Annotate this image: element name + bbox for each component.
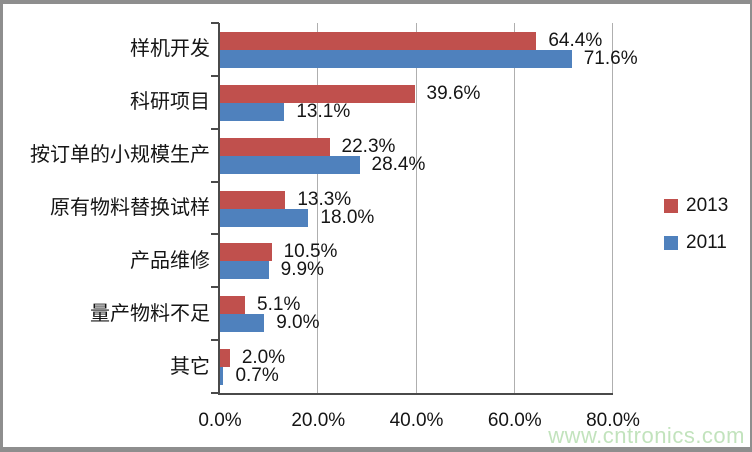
bar-2011 — [220, 367, 224, 386]
bar-value-label: 18.0% — [320, 206, 375, 228]
axis-tick — [211, 180, 219, 183]
bar-2011 — [220, 208, 309, 227]
bar-value-label: 10.5% — [283, 241, 338, 263]
legend-swatch — [664, 236, 678, 250]
legend-swatch — [664, 199, 678, 213]
bar-value-label: 13.1% — [296, 100, 351, 122]
category-label: 样机开发 — [130, 38, 210, 61]
axis-tick — [211, 127, 219, 130]
x-tick-label: 80.0% — [586, 410, 640, 431]
bar-2013 — [220, 349, 230, 368]
axis-tick — [211, 392, 219, 394]
category-label: 按订单的小规模生产 — [30, 144, 210, 167]
axis-tick — [211, 286, 219, 289]
category-label: 量产物料不足 — [90, 302, 210, 325]
gridline — [317, 23, 319, 393]
bar-2013 — [220, 296, 246, 315]
bar-value-label: 39.6% — [426, 82, 481, 104]
frame-border-right — [750, 0, 752, 452]
bar-2011 — [220, 50, 572, 68]
category-label: 其它 — [170, 355, 210, 378]
x-tick-label: 40.0% — [389, 410, 444, 431]
legend-item: 2013 — [664, 195, 729, 216]
bar-value-label: 0.7% — [235, 365, 279, 387]
legend-label: 2013 — [686, 195, 729, 216]
bar-2011 — [220, 155, 360, 174]
bar-2013 — [220, 84, 415, 103]
bar-value-label: 2.0% — [241, 347, 286, 369]
x-axis-line — [218, 393, 613, 395]
frame-border-top — [0, 0, 752, 4]
y-axis-line — [218, 23, 220, 395]
bar-value-label: 13.3% — [297, 188, 352, 210]
bar-value-label: 5.1% — [257, 294, 301, 316]
bar-value-label: 9.9% — [280, 259, 324, 281]
frame-border-bottom — [0, 447, 752, 452]
bar-2011 — [220, 261, 269, 280]
x-tick-label: 60.0% — [487, 410, 542, 431]
axis-tick — [211, 339, 219, 342]
bar-2013 — [220, 32, 537, 50]
bar-2011 — [220, 314, 265, 333]
gridline — [513, 23, 515, 393]
gridline — [415, 23, 417, 393]
legend-item: 2011 — [664, 232, 728, 253]
bar-2013 — [220, 243, 272, 262]
legend-label: 2011 — [686, 232, 727, 253]
bar-2011 — [220, 102, 285, 121]
bar-value-label: 22.3% — [341, 135, 396, 157]
watermark: www.cntronics.com — [548, 423, 745, 448]
x-tick-label: 20.0% — [291, 410, 346, 431]
bar-value-label: 71.6% — [583, 48, 638, 69]
category-label: 产品维修 — [130, 249, 210, 272]
gridline — [612, 23, 613, 393]
axis-tick — [211, 22, 219, 24]
bar-2013 — [220, 190, 286, 209]
axis-tick — [211, 74, 219, 77]
bar-value-label: 64.4% — [548, 30, 603, 51]
category-label: 科研项目 — [130, 91, 210, 114]
category-label: 原有物料替换试样 — [50, 197, 210, 219]
bar-value-label: 9.0% — [276, 312, 320, 334]
frame-border-left — [0, 0, 3, 452]
legend: 2013 2011 — [664, 195, 729, 253]
x-tick-label: 0.0% — [198, 410, 242, 431]
bar-2013 — [220, 137, 330, 156]
axis-tick — [211, 233, 219, 236]
bar-value-label: 28.4% — [371, 153, 426, 175]
